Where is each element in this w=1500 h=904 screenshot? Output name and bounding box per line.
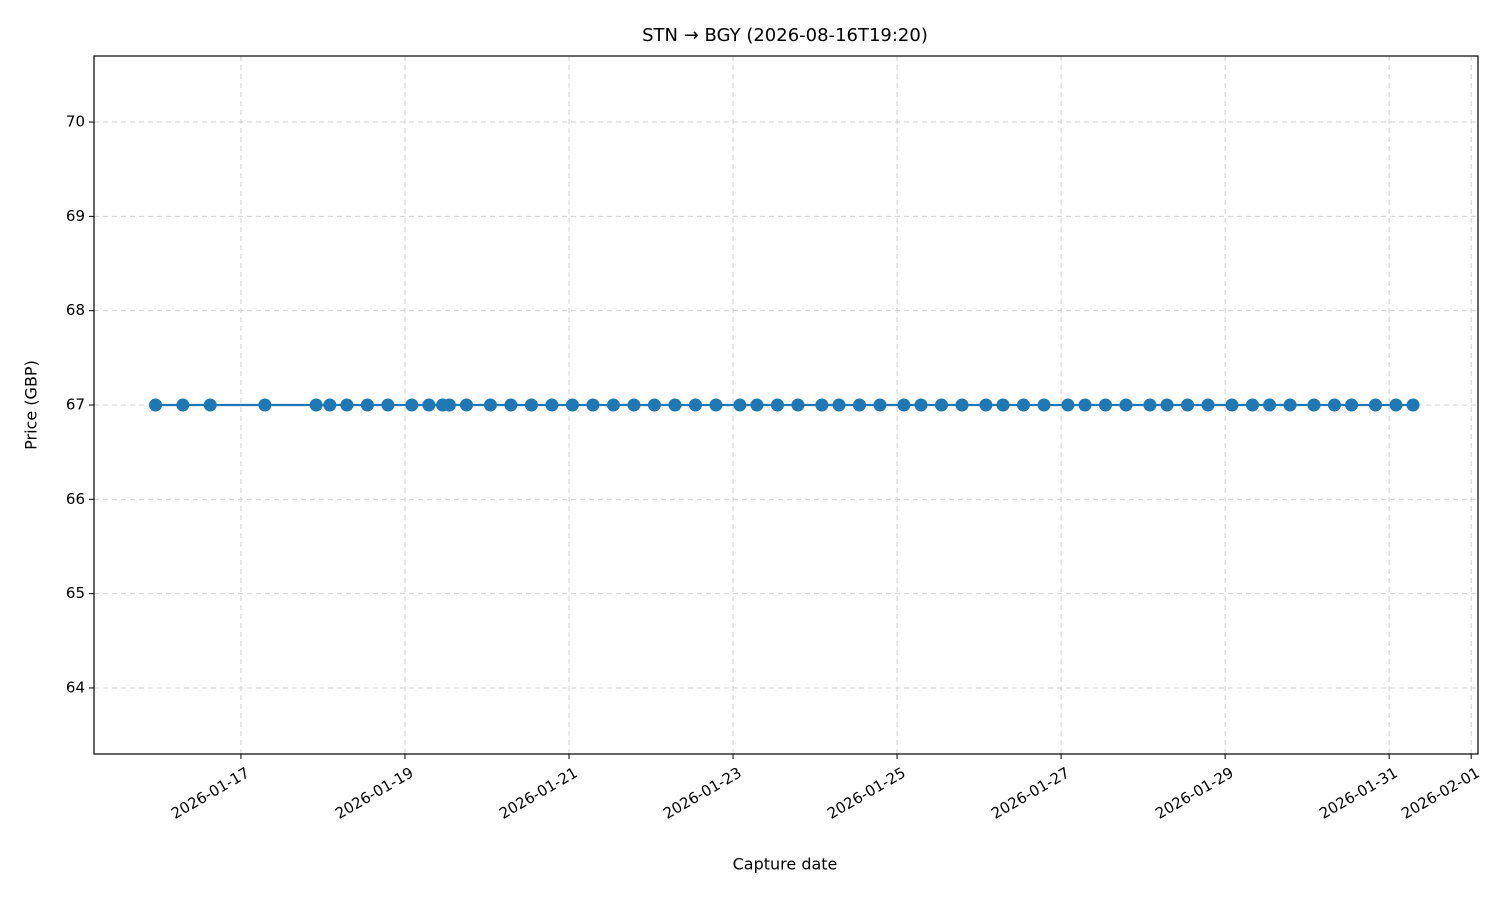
data-point: [1037, 398, 1051, 412]
chart-title: STN → BGY (2026-08-16T19:20): [642, 25, 928, 46]
y-axis-label: Price (GBP): [22, 360, 41, 450]
data-point: [1283, 398, 1297, 412]
data-point: [258, 398, 272, 412]
y-tick-label: 70: [66, 113, 85, 131]
data-point: [709, 398, 723, 412]
data-point: [483, 398, 497, 412]
data-point: [668, 398, 682, 412]
data-point: [1078, 398, 1092, 412]
data-point: [504, 398, 518, 412]
data-point: [524, 398, 538, 412]
y-tick-label: 65: [66, 584, 85, 602]
data-point: [1160, 398, 1174, 412]
data-point: [873, 398, 887, 412]
data-point: [996, 398, 1010, 412]
data-point: [750, 398, 764, 412]
data-point: [1061, 398, 1075, 412]
data-point: [381, 398, 395, 412]
data-point: [1245, 398, 1259, 412]
y-tick-label: 64: [66, 678, 85, 696]
data-point: [852, 398, 866, 412]
data-point: [688, 398, 702, 412]
data-point: [1181, 398, 1195, 412]
data-point: [149, 398, 163, 412]
data-point: [955, 398, 969, 412]
data-point: [1143, 398, 1157, 412]
y-tick-label: 66: [66, 490, 85, 508]
data-point: [1263, 398, 1277, 412]
data-point: [897, 398, 911, 412]
data-point: [606, 398, 620, 412]
data-point: [323, 398, 337, 412]
data-point: [340, 398, 354, 412]
data-point: [1119, 398, 1133, 412]
y-tick-label: 67: [66, 396, 85, 414]
data-point: [360, 398, 374, 412]
plot-frame: [93, 55, 1479, 755]
data-point: [1225, 398, 1239, 412]
data-point: [1099, 398, 1113, 412]
data-point: [545, 398, 559, 412]
data-point: [1406, 398, 1420, 412]
data-point: [770, 398, 784, 412]
data-point: [934, 398, 948, 412]
data-point: [1389, 398, 1403, 412]
data-point: [979, 398, 993, 412]
data-point: [1201, 398, 1215, 412]
data-point: [565, 398, 579, 412]
x-axis-label: Capture date: [733, 855, 838, 874]
data-point: [176, 398, 190, 412]
data-point: [832, 398, 846, 412]
data-point: [422, 398, 436, 412]
data-point: [309, 398, 323, 412]
data-point: [1017, 398, 1031, 412]
data-point: [815, 398, 829, 412]
data-point: [1345, 398, 1359, 412]
data-point: [586, 398, 600, 412]
data-point: [914, 398, 928, 412]
y-tick-label: 68: [66, 301, 85, 319]
data-point: [647, 398, 661, 412]
data-point: [459, 398, 473, 412]
data-point: [791, 398, 805, 412]
data-point: [405, 398, 419, 412]
data-point: [1307, 398, 1321, 412]
y-tick-label: 69: [66, 207, 85, 225]
data-point: [627, 398, 641, 412]
data-point: [203, 398, 217, 412]
data-point: [1327, 398, 1341, 412]
data-point: [442, 398, 456, 412]
data-point: [733, 398, 747, 412]
data-point: [1368, 398, 1382, 412]
